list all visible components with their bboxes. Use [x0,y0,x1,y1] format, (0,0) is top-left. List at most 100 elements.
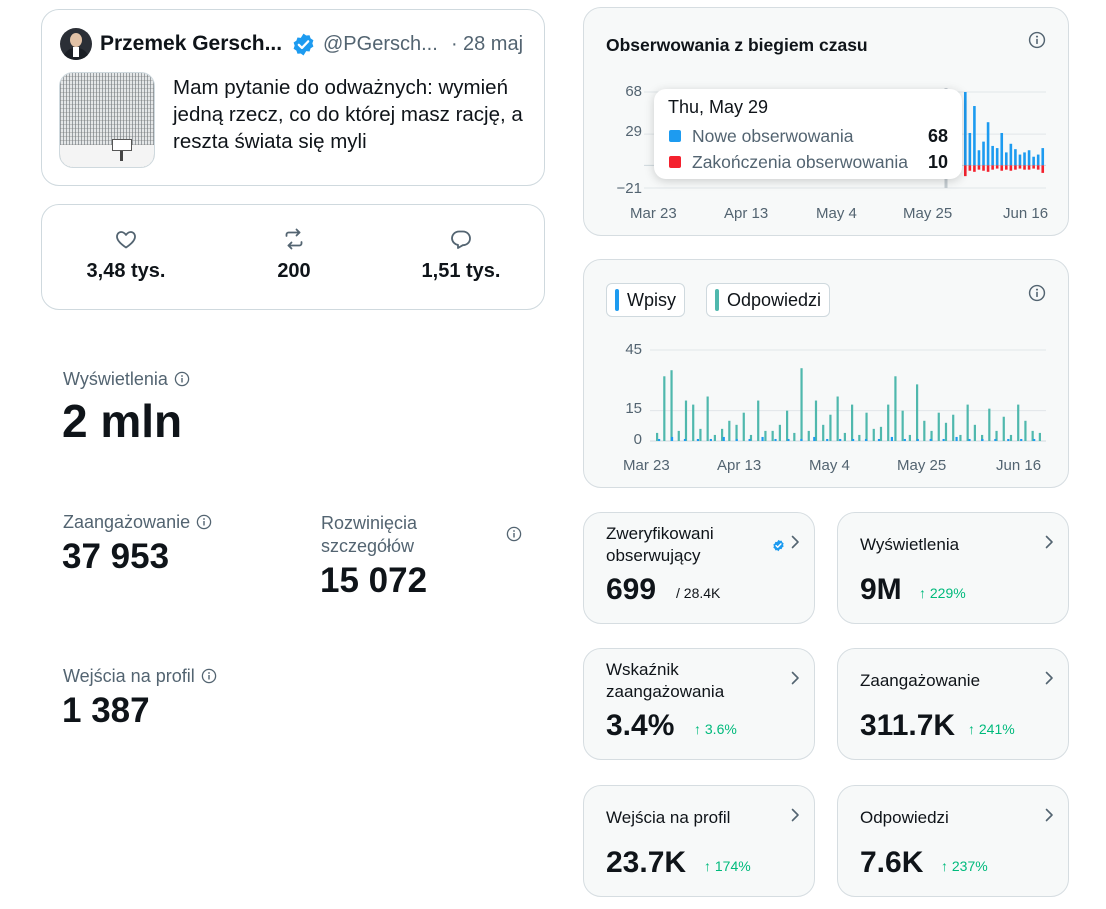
replies-bar [764,430,767,441]
unfollows-bar [973,165,976,172]
replies-bar [1024,420,1027,441]
x-tick: Apr 13 [724,205,769,222]
new-follows-bar [995,148,999,166]
stat-engagement-rate[interactable]: Wskaźnik zaangażowania 3.4% ↑ 3.6% [583,648,815,760]
stat-engagement[interactable]: Zaangażowanie 311.7K ↑ 241% [837,648,1069,760]
replies-bar [966,404,969,441]
followers-chart-card: Obserwowania z biegiem czasu 68 29 −21 M… [583,7,1069,236]
reposts-stat[interactable]: 200 [214,227,374,283]
info-icon[interactable] [1028,31,1046,49]
legend-replies-label: Odpowiedzi [727,289,822,310]
posts-bar [852,438,855,441]
unfollows-bar [1027,165,1031,170]
verified-badge-icon [773,539,784,552]
posts-bar [981,438,984,441]
replies-bar [901,410,904,441]
x-tick: May 4 [809,457,850,474]
replies-bar [916,384,919,441]
chevron-right-icon[interactable] [1042,535,1056,549]
views-label: Wyświetlenia [63,369,190,390]
new-follows-bar [986,122,990,166]
info-icon[interactable] [196,514,212,530]
likes-stat[interactable]: 3,48 tys. [46,227,206,283]
chevron-right-icon[interactable] [788,808,802,822]
verified-badge-icon [293,33,314,56]
posts-bar [800,438,803,441]
chart-tooltip: Thu, May 29 Nowe obserwowania 68 Zakończ… [654,89,962,179]
followers-chart-title: Obserwowania z biegiem czasu [606,35,868,55]
new-follows-bar [982,141,985,166]
replies-bar [786,410,789,441]
posts-legend-marker [615,289,619,311]
heart-icon [116,231,136,249]
avatar[interactable] [60,28,92,60]
posts-bar [709,438,712,441]
posts-bar [813,436,816,441]
stat-profile-visits[interactable]: Wejścia na profil 23.7K ↑ 174% [583,785,815,897]
x-tick: Apr 13 [717,457,762,474]
stat-label: Zaangażowanie [860,671,981,690]
stat-delta: ↑ 174% [704,858,751,874]
replies-bar [887,404,890,441]
replies-bar [1031,430,1034,441]
stat-delta: ↑ 229% [919,585,966,601]
stat-value: 3.4% [606,709,675,742]
tweet-date[interactable]: 28 maj [463,33,524,55]
posts-bar [890,436,893,441]
info-icon[interactable] [506,526,522,542]
posts-bar [774,438,777,441]
tweet-card[interactable]: Przemek Gersch... @PGersch... · 28 maj M… [41,9,545,186]
unfollows-bar [1000,165,1004,171]
stat-replies[interactable]: Odpowiedzi 7.6K ↑ 237% [837,785,1069,897]
replies-bar [836,396,839,441]
replies-bar [822,424,825,441]
stat-views[interactable]: Wyświetlenia 9M ↑ 229% [837,512,1069,624]
new-follows-bar [1005,152,1008,166]
posts-bar [929,438,932,441]
info-icon[interactable] [174,371,190,387]
replies-bar [778,424,781,441]
legend-replies[interactable]: Odpowiedzi [706,283,831,317]
new-follows-value: 68 [927,126,948,146]
stat-verified-followers[interactable]: Zweryfikowani obserwujący 699 / 28.4K [583,512,815,624]
replies-bar [1017,404,1020,441]
x-tick: May 4 [816,205,857,222]
stat-value: 23.7K [606,846,687,879]
new-follows-bar [1000,132,1004,166]
unfollows-swatch [669,156,681,168]
posts-bar [1007,438,1010,441]
legend-posts[interactable]: Wpisy [606,283,685,317]
replies-bar [908,434,911,441]
profile-visits-label-text: Wejścia na profil [63,666,195,686]
stat-value: 699 [606,573,657,606]
replies-bar [749,434,753,441]
x-tick: May 25 [897,457,947,474]
x-tick: Mar 23 [630,205,677,222]
tweet-handle[interactable]: @PGersch... [323,33,438,55]
unfollows-bar [968,165,972,171]
chevron-right-icon[interactable] [1042,671,1056,685]
posts-bar [683,438,687,441]
likes-count: 3,48 tys. [86,260,166,282]
stat-label: Odpowiedzi [860,808,949,827]
replies-stat[interactable]: 1,51 tys. [381,227,541,283]
info-icon[interactable] [1028,284,1046,302]
chevron-right-icon[interactable] [788,535,802,549]
y-tick: 29 [625,123,642,140]
replies-bar [937,412,940,441]
chevron-right-icon[interactable] [788,671,802,685]
replies-bar [851,404,854,441]
tweet-media-thumbnail[interactable] [59,72,155,168]
new-follows-bar [973,106,976,166]
tooltip-date: Thu, May 29 [668,97,769,117]
chevron-right-icon[interactable] [1042,808,1056,822]
info-icon[interactable] [201,668,217,684]
replies-bar [677,430,680,441]
tweet-author-name[interactable]: Przemek Gersch... [100,32,283,55]
replies-bar [1009,434,1013,441]
views-label-text: Wyświetlenia [63,369,168,389]
new-follows-label: Nowe obserwowania [692,126,854,146]
y-tick: −21 [616,180,642,197]
replies-bar [793,432,796,441]
replies-bar [814,400,818,441]
